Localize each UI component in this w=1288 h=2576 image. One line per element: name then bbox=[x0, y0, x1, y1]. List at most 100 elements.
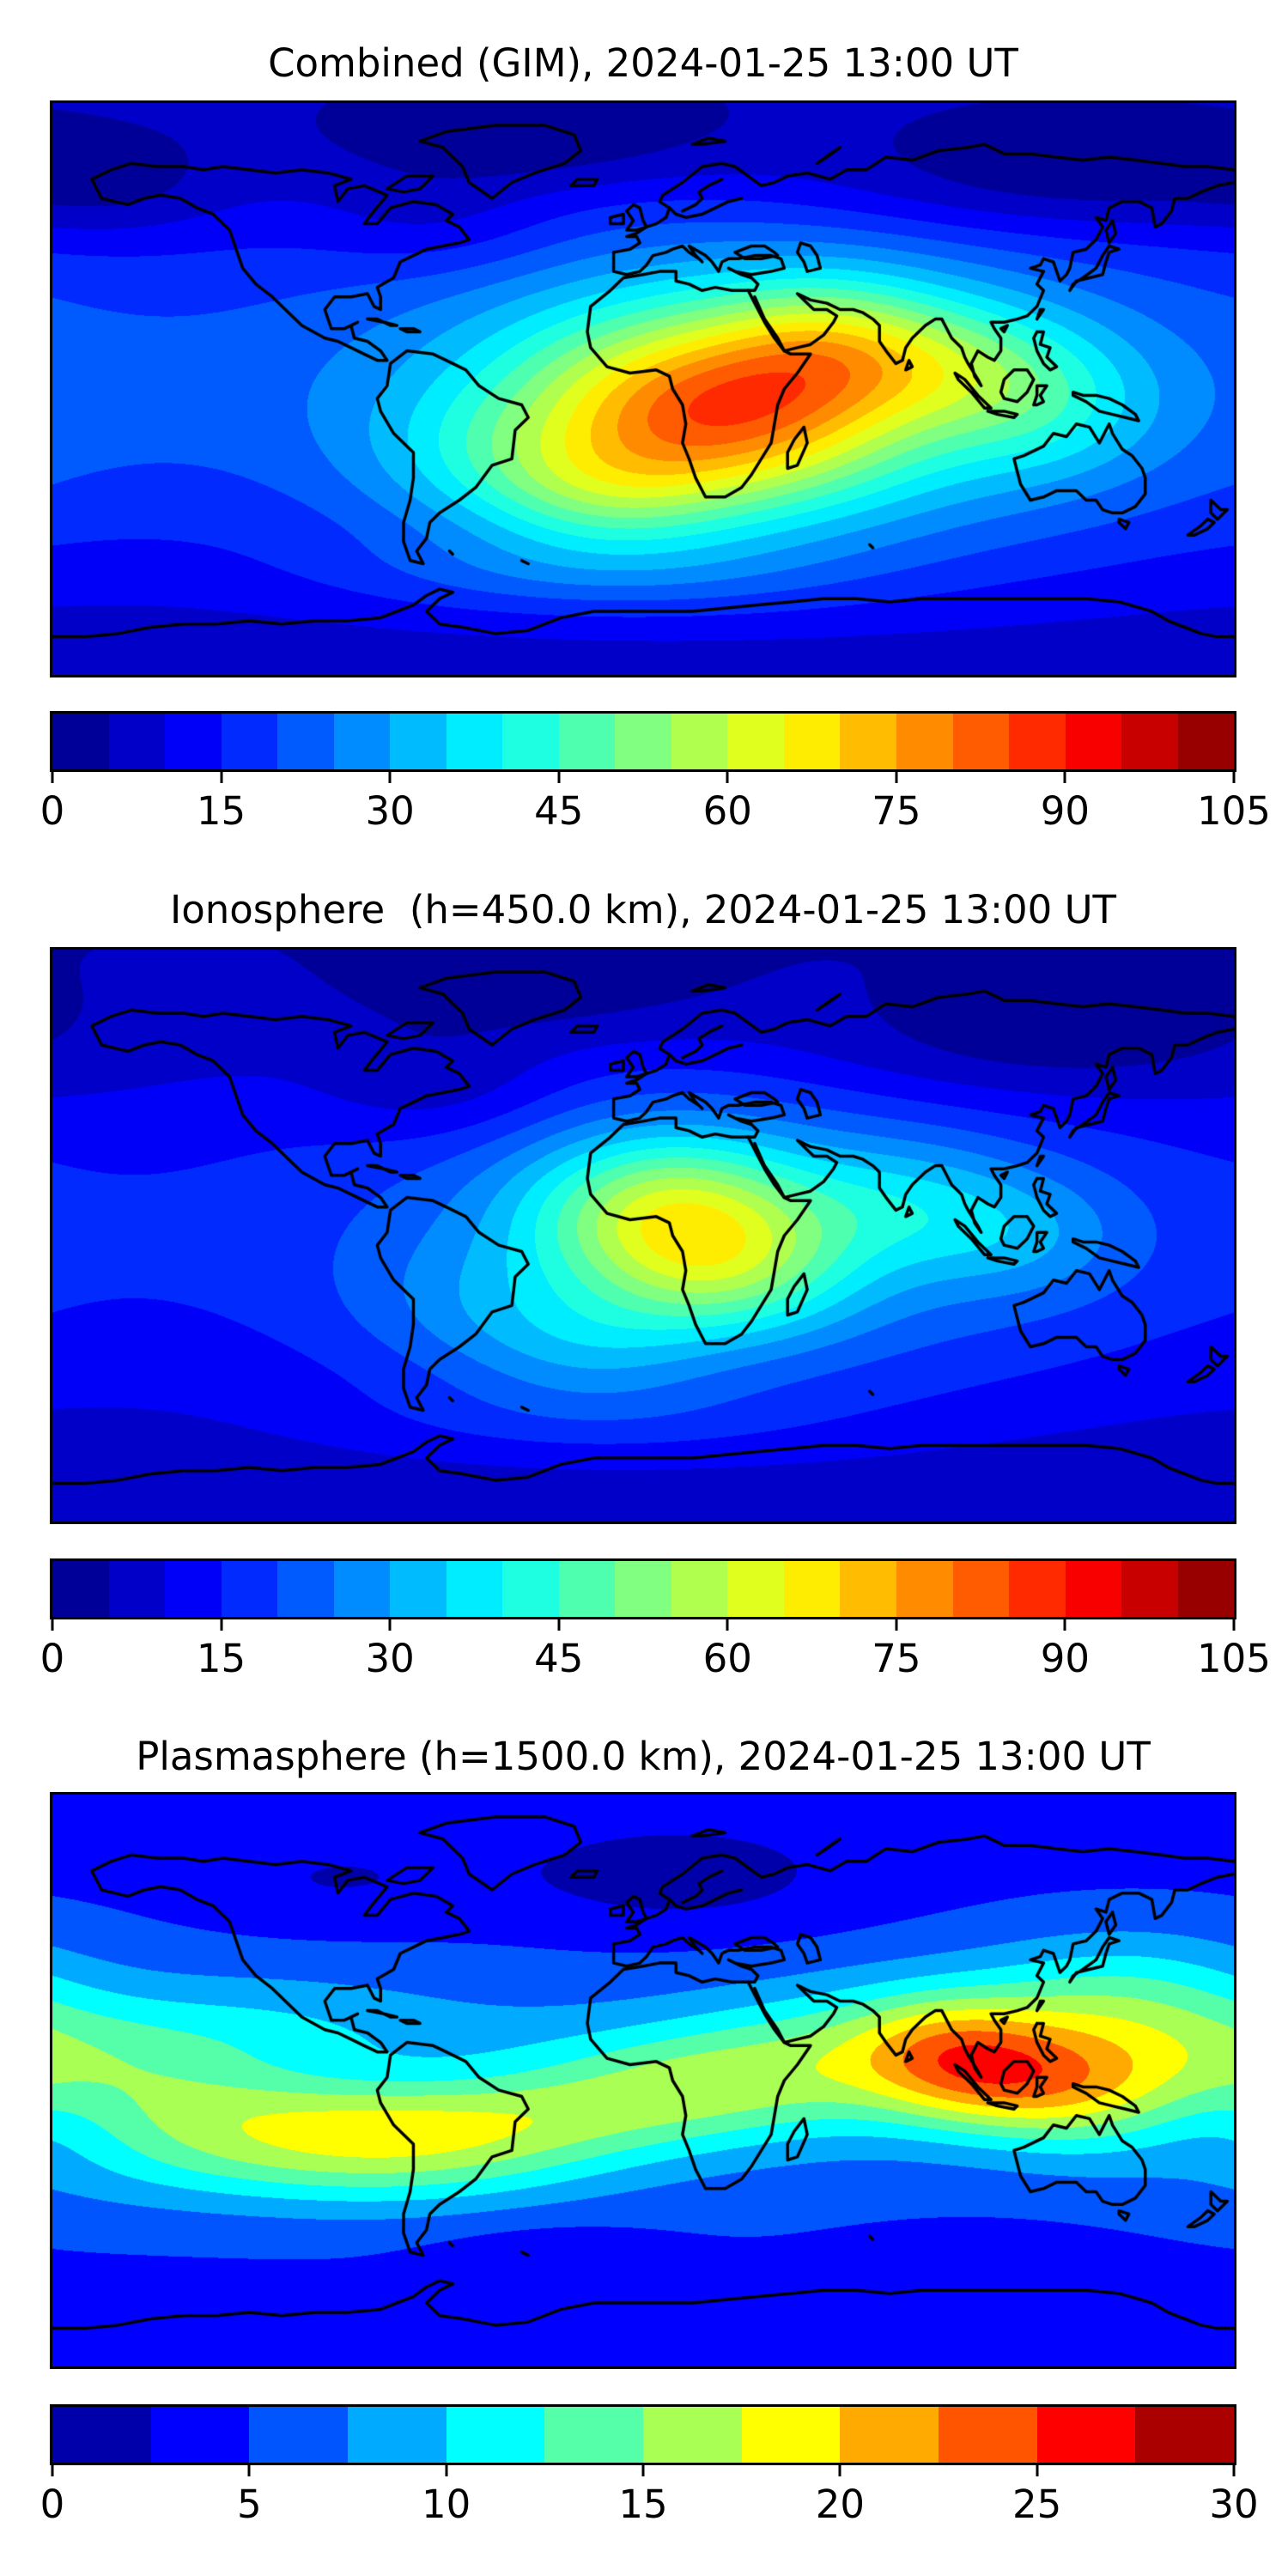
colorbar-segment bbox=[727, 714, 784, 769]
colorbar-tick-label: 45 bbox=[534, 788, 584, 834]
colorbar-segment bbox=[896, 1561, 953, 1617]
colorbar-segment bbox=[1177, 714, 1235, 769]
colorbar-segment bbox=[446, 714, 503, 769]
colorbar-tick-label: 105 bbox=[1197, 1636, 1271, 1681]
colorbar-segment bbox=[52, 714, 109, 769]
colorbar-tick bbox=[1232, 772, 1236, 783]
map-frame-ionosphere bbox=[50, 947, 1236, 1524]
colorbar-tick-label: 0 bbox=[39, 2482, 65, 2527]
colorbar-tick-label: 30 bbox=[1209, 2482, 1259, 2527]
colorbar-segment bbox=[1065, 1561, 1122, 1617]
colorbar-tick bbox=[557, 1619, 561, 1631]
colorbar-tick bbox=[388, 1619, 392, 1631]
colorbar-segment bbox=[502, 714, 559, 769]
panel-title-plasmasphere: Plasmasphere (h=1500.0 km), 2024-01-25 1… bbox=[136, 1734, 1151, 1779]
colorbar-tick-label: 60 bbox=[702, 1636, 752, 1681]
colorbar-segment bbox=[1009, 1561, 1066, 1617]
colorbar-tick-labels-combined: 0 15 30 45 60 75 90 105 bbox=[40, 787, 1271, 835]
colorbar-tick bbox=[641, 2465, 645, 2476]
colorbar-segment bbox=[52, 1561, 109, 1617]
colorbar-tick-labels-ionosphere: 0 15 30 45 60 75 90 105 bbox=[40, 1635, 1271, 1682]
colorbar-tick bbox=[1063, 772, 1066, 783]
colorbar-tick-label: 60 bbox=[702, 788, 752, 834]
colorbar-tick-label: 15 bbox=[196, 1636, 246, 1681]
colorbar-tick-label: 0 bbox=[39, 788, 65, 834]
colorbar-segment bbox=[671, 714, 728, 769]
colorbar-segment bbox=[615, 714, 671, 769]
colorbar-tick bbox=[726, 1619, 729, 1631]
colorbar-segment bbox=[221, 714, 278, 769]
colorbar-segment bbox=[221, 1561, 278, 1617]
world-map-canvas-combined bbox=[52, 103, 1234, 675]
colorbar-ticks-combined bbox=[51, 772, 1236, 783]
colorbar-segment bbox=[643, 2407, 742, 2463]
map-frame-plasmasphere bbox=[50, 1792, 1236, 2369]
colorbar-tick-label: 15 bbox=[618, 2482, 668, 2527]
colorbar-segment bbox=[840, 1561, 896, 1617]
panel-title-ionosphere: Ionosphere (h=450.0 km), 2024-01-25 13:0… bbox=[169, 887, 1117, 933]
colorbar-segment bbox=[727, 1561, 784, 1617]
colorbar-tick bbox=[220, 1619, 223, 1631]
colorbar-tick-label: 25 bbox=[1012, 2482, 1062, 2527]
colorbar-segment bbox=[544, 2407, 644, 2463]
colorbar-tick bbox=[220, 772, 223, 783]
colorbar-tick bbox=[51, 772, 54, 783]
world-map-canvas-ionosphere bbox=[52, 950, 1234, 1522]
colorbar-tick-label: 90 bbox=[1040, 788, 1091, 834]
colorbar-segment bbox=[165, 1561, 222, 1617]
colorbar-segment bbox=[1121, 1561, 1178, 1617]
colorbar-segment bbox=[939, 2407, 1037, 2463]
colorbar-segment bbox=[1009, 714, 1066, 769]
colorbar-tick bbox=[726, 772, 729, 783]
colorbar-tick-label: 90 bbox=[1040, 1636, 1091, 1681]
colorbar-segment bbox=[741, 2407, 841, 2463]
colorbar-tick bbox=[51, 1619, 54, 1631]
colorbar-ticks-plasmasphere bbox=[51, 2465, 1236, 2476]
panel-title-combined: Combined (GIM), 2024-01-25 13:00 UT bbox=[268, 40, 1018, 86]
colorbar-frame-plasmasphere bbox=[50, 2404, 1236, 2465]
colorbar-segment bbox=[615, 1561, 671, 1617]
colorbar-tick bbox=[557, 772, 561, 783]
colorbar-ticks-ionosphere bbox=[51, 1619, 1236, 1631]
colorbar-segment bbox=[1177, 1561, 1235, 1617]
colorbar-ionosphere bbox=[52, 1561, 1235, 1617]
colorbar-tick-label: 75 bbox=[872, 788, 921, 834]
colorbar-tick-label: 5 bbox=[237, 2482, 262, 2527]
colorbar-segment bbox=[840, 714, 896, 769]
colorbar-segment bbox=[783, 1561, 841, 1617]
colorbar-segment bbox=[1036, 2407, 1136, 2463]
colorbar-segment bbox=[446, 1561, 503, 1617]
colorbar-segment bbox=[671, 1561, 728, 1617]
colorbar-tick bbox=[1063, 1619, 1066, 1631]
colorbar-tick bbox=[838, 2465, 841, 2476]
colorbar-tick-labels-plasmasphere: 0 5 10 15 20 25 30 bbox=[40, 2481, 1259, 2528]
colorbar-segment bbox=[277, 714, 334, 769]
colorbar-combined bbox=[52, 714, 1235, 769]
colorbar-tick-label: 105 bbox=[1197, 788, 1271, 834]
colorbar-segment bbox=[52, 2407, 151, 2463]
colorbar-segment bbox=[558, 714, 616, 769]
map-frame-combined bbox=[50, 100, 1236, 677]
colorbar-tick-label: 75 bbox=[872, 1636, 921, 1681]
colorbar-segment bbox=[840, 2407, 939, 2463]
colorbar-segment bbox=[348, 2407, 447, 2463]
colorbar-segment bbox=[446, 2407, 545, 2463]
colorbar-tick-label: 10 bbox=[422, 2482, 471, 2527]
colorbar-tick-label: 30 bbox=[365, 1636, 415, 1681]
colorbar-segment bbox=[333, 1561, 391, 1617]
colorbar-segment bbox=[1121, 714, 1178, 769]
colorbar-tick bbox=[51, 2465, 54, 2476]
colorbar-segment bbox=[1135, 2407, 1235, 2463]
colorbar-segment bbox=[390, 1561, 447, 1617]
colorbar-segment bbox=[1065, 714, 1122, 769]
colorbar-tick-label: 30 bbox=[365, 788, 415, 834]
colorbar-tick bbox=[1232, 2465, 1236, 2476]
colorbar-frame-ionosphere bbox=[50, 1558, 1236, 1619]
colorbar-tick bbox=[445, 2465, 448, 2476]
colorbar-tick bbox=[388, 772, 392, 783]
colorbar-tick-label: 20 bbox=[815, 2482, 865, 2527]
colorbar-segment bbox=[108, 1561, 166, 1617]
colorbar-tick bbox=[895, 772, 898, 783]
colorbar-tick-label: 45 bbox=[534, 1636, 584, 1681]
